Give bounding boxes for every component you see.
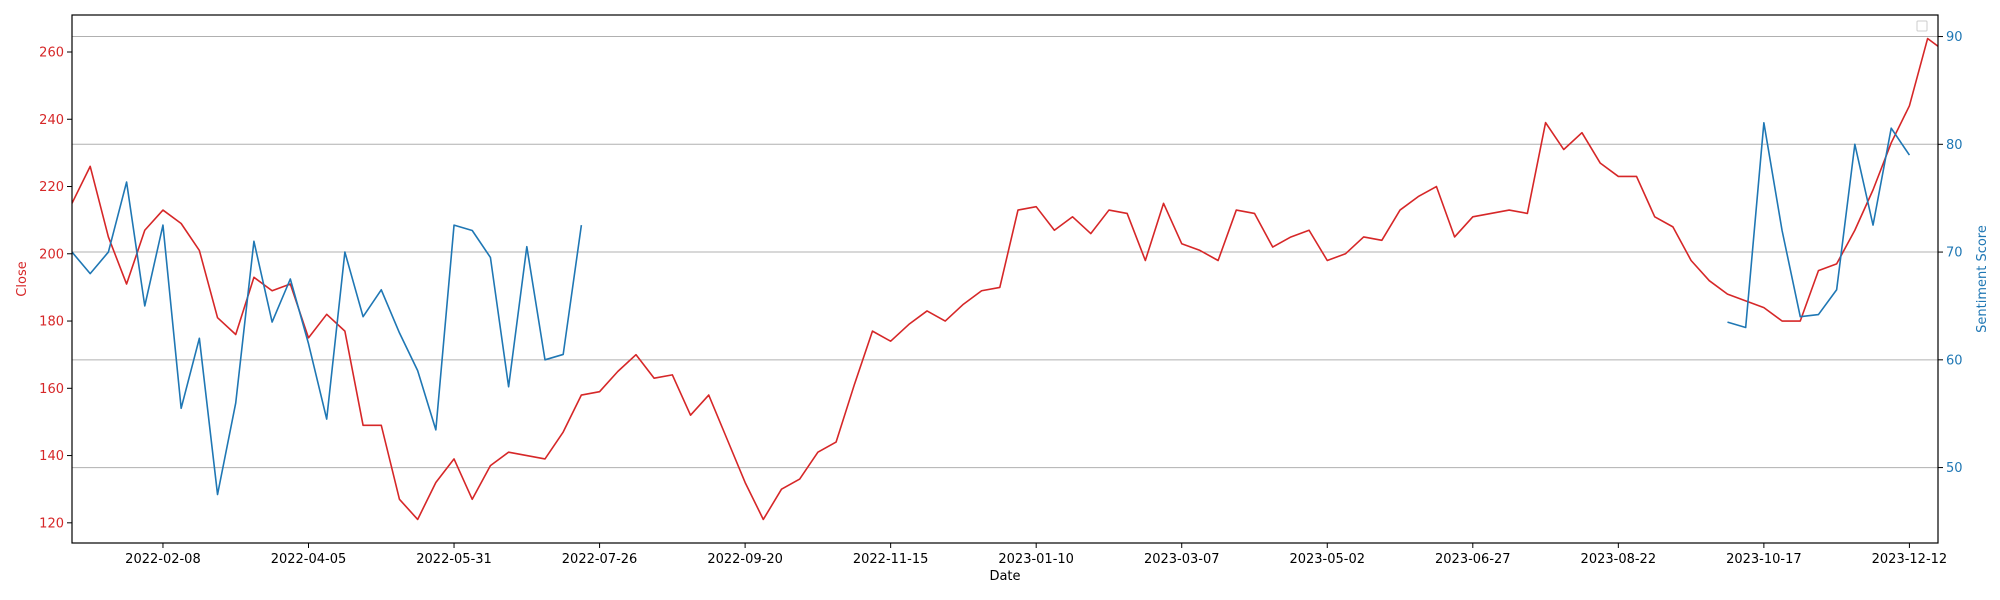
right-y-tick-label: 50: [1946, 461, 1963, 476]
left-y-tick-label: 260: [39, 45, 64, 60]
left-y-tick-label: 240: [39, 113, 64, 128]
x-tick-label: 2022-07-26: [562, 552, 638, 567]
left-y-tick-label: 220: [39, 180, 64, 195]
right-y-axis: 50 60 70 80 90: [1938, 30, 1963, 476]
left-y-tick-label: 120: [39, 516, 64, 531]
right-y-tick-label: 60: [1946, 353, 1963, 368]
left-y-tick-label: 140: [39, 449, 64, 464]
x-tick-label: 2022-09-20: [707, 552, 783, 567]
close-line: [72, 37, 1938, 521]
series-layer: [72, 37, 1938, 521]
right-y-tick-label: 90: [1946, 30, 1963, 45]
x-tick-label: 2023-01-10: [998, 552, 1074, 567]
sentiment-score-line-segment-2: [1727, 121, 1911, 329]
x-tick-label: 2023-08-22: [1581, 552, 1657, 567]
left-axis-title: Close: [15, 261, 30, 296]
left-y-axis: 120 140 160 180 200 220 240 260: [39, 45, 72, 531]
plot-frame: [71, 14, 1939, 544]
right-y-tick-label: 70: [1946, 246, 1963, 261]
x-tick-label: 2023-10-17: [1726, 552, 1802, 567]
x-tick-label: 2022-04-05: [271, 552, 347, 567]
grid-lines: [72, 36, 1938, 469]
right-axis-title: Sentiment Score: [1975, 225, 1990, 333]
right-y-tick-label: 80: [1946, 138, 1963, 153]
left-y-tick-label: 200: [39, 247, 64, 262]
x-tick-label: 2023-03-07: [1144, 552, 1220, 567]
x-tick-label: 2022-11-15: [853, 552, 929, 567]
left-y-tick-label: 160: [39, 382, 64, 397]
x-tick-label: 2022-02-08: [125, 552, 201, 567]
x-tick-label: 2023-05-02: [1289, 552, 1365, 567]
x-tick-label: 2023-12-12: [1872, 552, 1948, 567]
x-tick-label: 2023-06-27: [1435, 552, 1511, 567]
x-tick-label: 2022-05-31: [416, 552, 492, 567]
x-axis-title: Date: [989, 569, 1020, 584]
sentiment-score-line-segment-1: [72, 181, 583, 496]
x-axis: 2022-02-08 2022-04-05 2022-05-31 2022-07-26…: [125, 543, 1947, 567]
left-y-tick-label: 180: [39, 315, 64, 330]
legend-box: [1916, 20, 1928, 32]
